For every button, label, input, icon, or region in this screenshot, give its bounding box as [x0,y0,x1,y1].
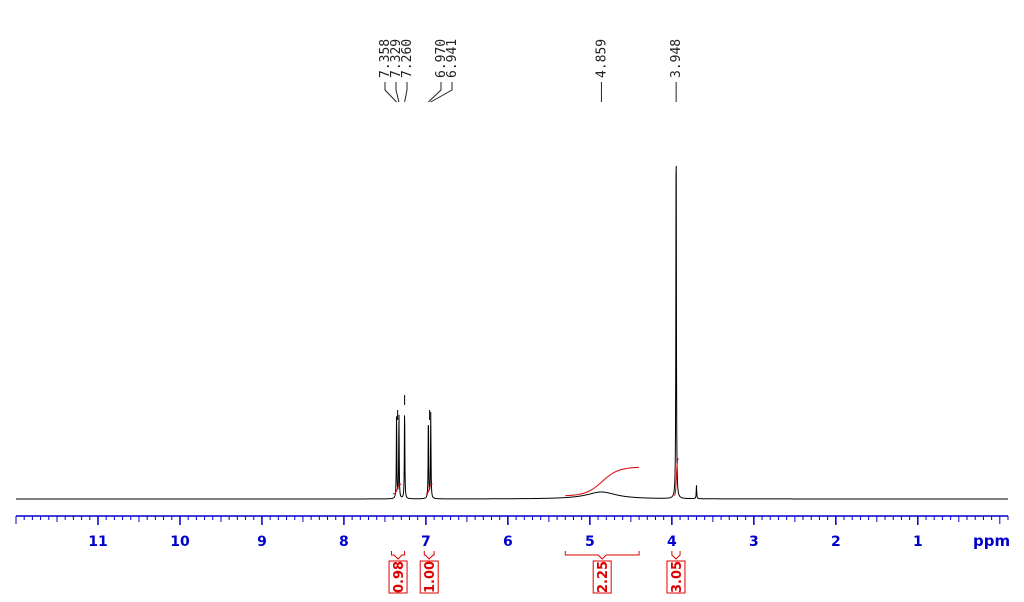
integral-bracket-0 [390,551,406,560]
integral-curve-2 [565,466,640,497]
peak-label-6: 3.948 [669,39,684,78]
peak-leader-3 [428,82,442,103]
spectrum-trace [16,165,1008,500]
integral-value-2: 2.25 [596,561,611,593]
spectrum-line [16,165,1008,500]
integral-bracket-1 [423,551,435,560]
peak-label-4: 6.941 [445,39,460,78]
tick-label-3: 3 [749,534,759,550]
integral-curve-3 [673,458,679,496]
tick-label-6: 6 [503,534,513,550]
ppm-axis: 11 10 9 8 7 6 5 4 3 2 1 [15,515,1009,550]
integral-bracket-3 [671,551,681,560]
peak-label-2: 7.260 [400,39,415,78]
integral-curve-1 [425,483,433,495]
integral-box-1 [419,560,439,594]
peak-label-5: 4.859 [594,39,609,78]
peak-leader-0 [384,82,397,103]
peak-label-0: 7.358 [378,39,393,78]
integral-curve-0 [393,483,402,495]
peak-label-3: 6.970 [434,39,449,78]
peak-leader-1 [395,82,400,103]
integral-labels: 0.98 1.00 2.25 3.05 [388,551,686,594]
integral-box-2 [592,560,612,594]
tick-label-2: 2 [831,534,841,550]
integral-value-0: 0.98 [392,561,407,593]
peak-leader-2 [404,82,408,103]
tick-label-11: 11 [88,534,107,550]
integral-value-3: 3.05 [670,561,685,593]
tick-label-10: 10 [170,534,190,550]
integral-box-3 [666,560,686,594]
integral-value-1: 1.00 [423,561,438,593]
integral-box-0 [388,560,408,594]
tick-label-5: 5 [585,534,595,550]
tick-label-4: 4 [667,534,677,550]
axis-unit-label: ppm [973,532,1010,550]
peak-label-1: 7.329 [389,39,404,78]
integral-bracket-2 [564,551,640,560]
integral-curves [393,458,679,497]
tick-label-1: 1 [913,534,923,550]
peak-leader-4 [430,82,453,103]
tick-label-9: 9 [257,534,267,550]
tick-label-8: 8 [339,534,349,550]
tick-label-7: 7 [421,534,431,550]
